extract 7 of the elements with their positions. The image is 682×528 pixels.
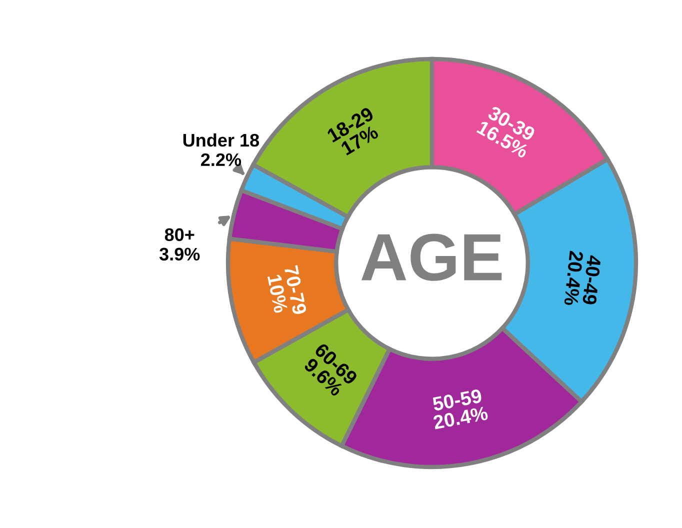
slice-label: 80+ — [164, 228, 194, 242]
data-label: 3.9% — [159, 248, 200, 261]
slice-label: Under 18 — [183, 133, 260, 147]
text: AGE — [361, 234, 502, 281]
data-label: 2.2% — [200, 153, 242, 166]
slice-label: 40-49 — [582, 254, 602, 305]
data-label: 20.4% — [564, 250, 584, 306]
